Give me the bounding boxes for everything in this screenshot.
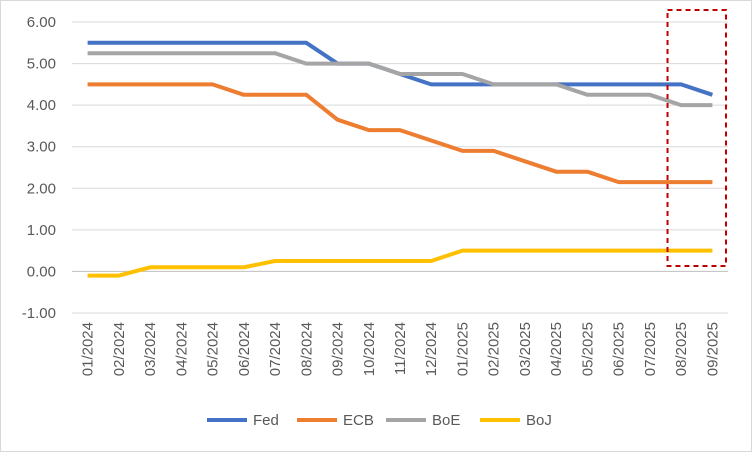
- legend-label-fed: Fed: [253, 412, 279, 429]
- x-tick-label: 03/2024: [142, 322, 159, 376]
- y-tick-label: 4.00: [27, 97, 56, 114]
- y-tick-label: 1.00: [27, 222, 56, 239]
- x-tick-label: 01/2025: [454, 322, 471, 376]
- legend-label-boj: BoJ: [526, 412, 552, 429]
- y-axis-ticks: 6.00 5.00 4.00 3.00 2.00 1.00 0.00 -1.00: [22, 14, 56, 322]
- x-tick-label: 08/2025: [673, 322, 690, 376]
- legend-label-boe: BoE: [432, 412, 460, 429]
- series-line-boj: [87, 248, 713, 278]
- x-tick-label: 09/2025: [704, 322, 721, 376]
- series-lines: [87, 40, 714, 278]
- y-tick-label: 0.00: [27, 263, 56, 280]
- highlight-box: [666, 9, 727, 267]
- highlight-layer: [666, 9, 727, 267]
- x-tick-label: 12/2024: [423, 322, 440, 376]
- x-tick-label: 10/2024: [361, 322, 378, 376]
- series-line-boe: [87, 51, 713, 108]
- x-tick-label: 01/2024: [80, 322, 97, 376]
- series-line-ecb: [87, 82, 713, 185]
- x-tick-label: 07/2025: [642, 322, 659, 376]
- legend: Fed ECB BoE BoJ: [207, 412, 552, 429]
- x-tick-label: 06/2024: [236, 322, 253, 376]
- gridlines: [72, 21, 728, 314]
- x-tick-label: 03/2025: [517, 322, 534, 376]
- y-tick-label: -1.00: [22, 305, 56, 322]
- y-tick-label: 3.00: [27, 139, 56, 156]
- y-tick-label: 6.00: [27, 14, 56, 31]
- x-tick-label: 04/2025: [548, 322, 565, 376]
- x-tick-label: 11/2024: [392, 322, 409, 375]
- x-tick-label: 04/2024: [173, 322, 190, 376]
- x-axis-ticks: 01/2024 02/2024 03/2024 04/2024 05/2024 06/20…: [80, 322, 722, 376]
- x-tick-label: 09/2024: [330, 322, 347, 376]
- x-tick-label: 07/2024: [267, 322, 284, 376]
- x-tick-label: 02/2025: [486, 322, 503, 376]
- y-tick-label: 2.00: [27, 180, 56, 197]
- legend-label-ecb: ECB: [343, 412, 374, 429]
- x-tick-label: 05/2025: [579, 322, 596, 376]
- x-tick-label: 05/2024: [205, 322, 222, 376]
- x-tick-label: 08/2024: [298, 322, 315, 376]
- x-tick-label: 02/2024: [111, 322, 128, 376]
- x-tick-label: 06/2025: [611, 322, 628, 376]
- y-tick-label: 5.00: [27, 56, 56, 73]
